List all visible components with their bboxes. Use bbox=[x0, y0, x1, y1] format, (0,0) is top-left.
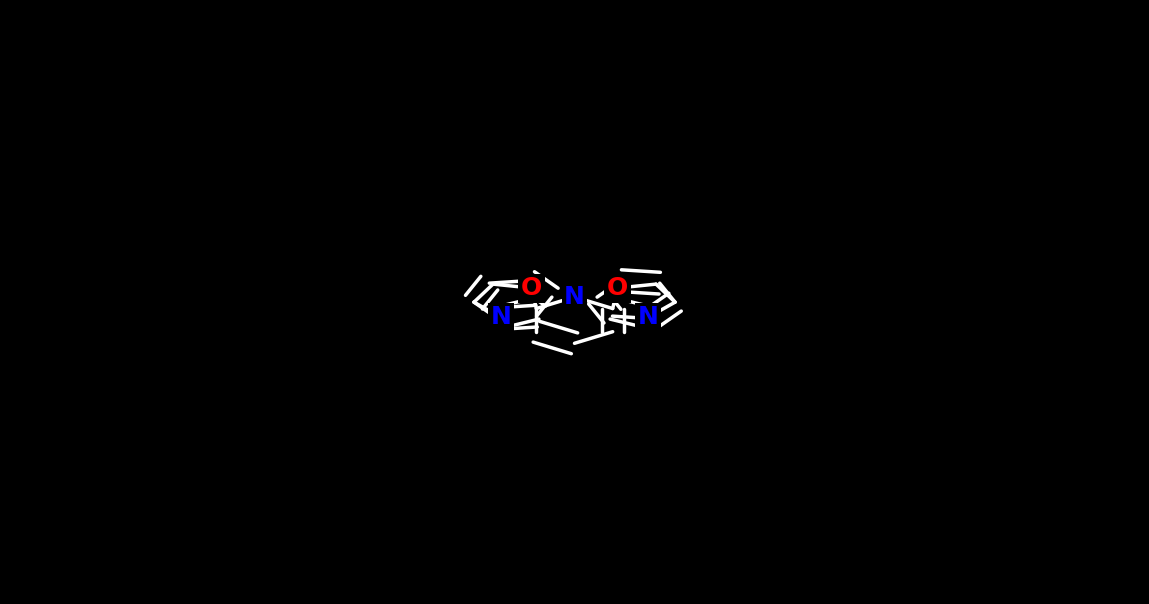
Text: O: O bbox=[520, 276, 542, 300]
Text: N: N bbox=[491, 305, 511, 329]
Text: N: N bbox=[638, 305, 658, 329]
Text: O: O bbox=[607, 276, 629, 300]
Text: N: N bbox=[564, 285, 585, 309]
